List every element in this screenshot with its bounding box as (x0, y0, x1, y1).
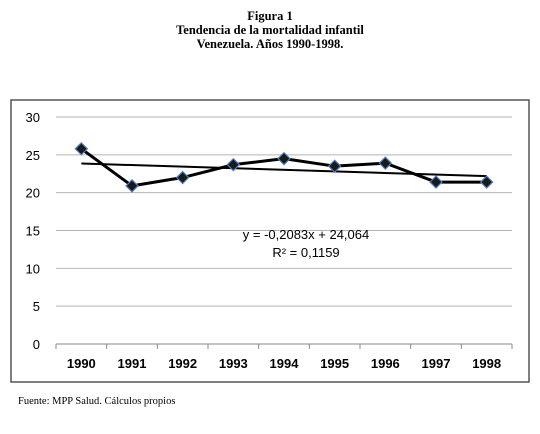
x-tick-label: 1998 (472, 356, 501, 371)
data-point (74, 141, 89, 156)
y-tick-label: 0 (33, 337, 40, 352)
y-tick-label: 15 (26, 224, 40, 239)
y-tick-label: 20 (26, 186, 40, 201)
series-group (74, 141, 494, 193)
data-point (429, 175, 443, 189)
x-tick-label: 1992 (168, 356, 197, 371)
data-point (327, 159, 342, 174)
x-tick-label: 1993 (219, 356, 248, 371)
figure-number: Figura 1 (247, 9, 293, 23)
y-tick-label: 10 (26, 261, 40, 276)
trendline-equation: y = -0,2083x + 24,064 (243, 227, 369, 242)
x-axis: 1990 1991 1992 1993 1994 1995 1996 1997 1998 (55, 344, 513, 371)
x-tick-label: 1997 (422, 356, 451, 371)
x-tick-label: 1991 (118, 356, 147, 371)
trendline-group (81, 162, 487, 178)
y-tick-label: 30 (26, 110, 40, 125)
chart-frame (10, 99, 530, 383)
source-note: Fuente: MPP Salud. Cálculos propios (18, 396, 176, 407)
data-point (125, 179, 139, 193)
y-tick-label: 5 (33, 299, 40, 314)
x-tick-label: 1996 (371, 356, 400, 371)
x-tick-label: 1990 (67, 356, 96, 371)
figure-title: Tendencia de la mortalidad infantil (176, 23, 364, 37)
data-point (378, 156, 393, 171)
x-tick-label: 1995 (320, 356, 349, 371)
data-point (226, 157, 241, 172)
data-point (479, 175, 494, 189)
r-squared-label: R² = 0,1159 (272, 245, 339, 260)
y-tick-label: 25 (26, 148, 40, 163)
y-axis-ticks: 0 5 10 15 20 25 30 (26, 110, 40, 352)
figure-subtitle: Venezuela. Años 1990-1998. (196, 37, 344, 51)
data-point (175, 170, 190, 185)
x-tick-label: 1994 (270, 356, 300, 371)
data-point (277, 151, 291, 166)
trendline (81, 162, 487, 178)
